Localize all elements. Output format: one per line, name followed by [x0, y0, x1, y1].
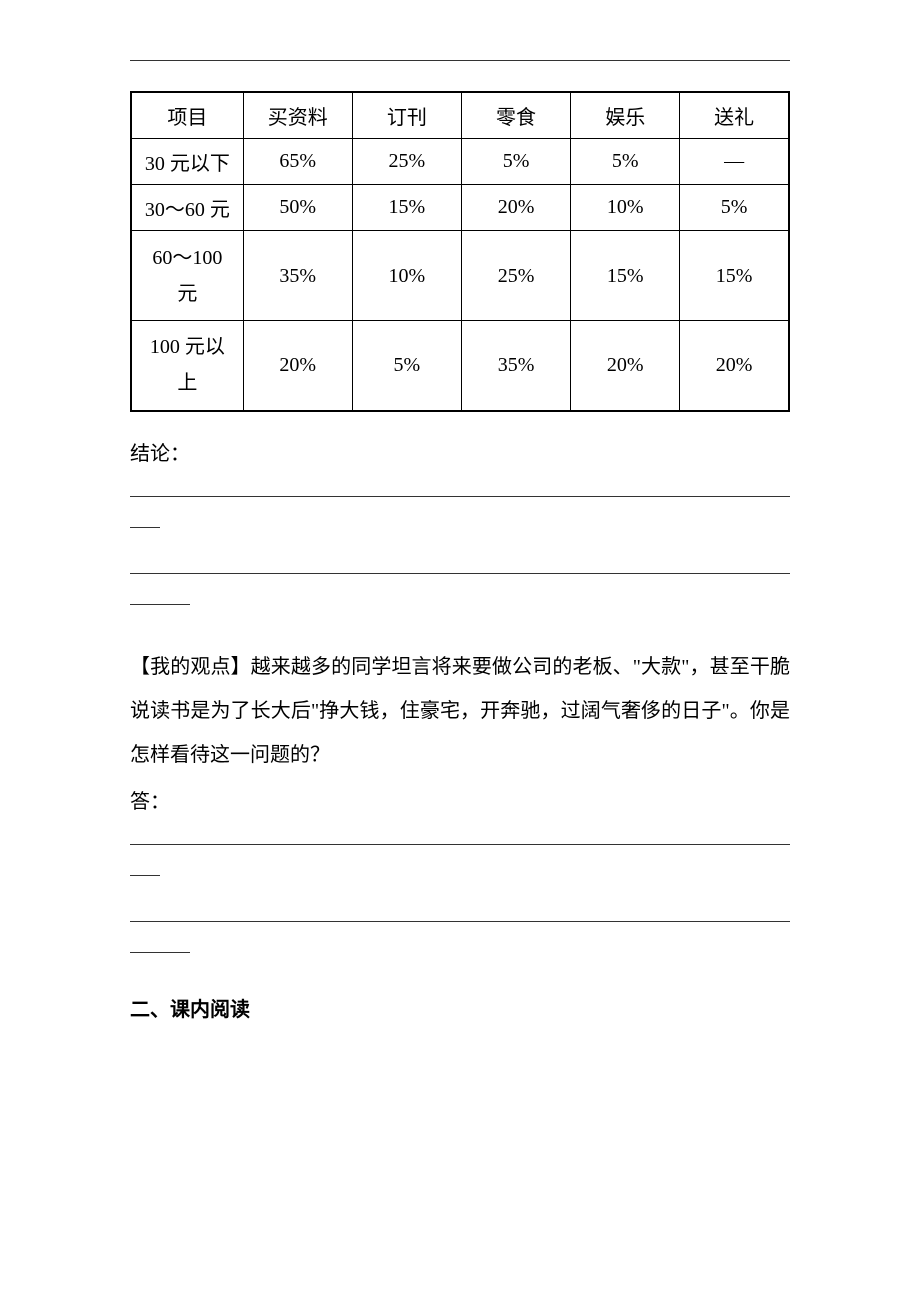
blank-line [130, 573, 790, 574]
data-cell: 5% [461, 139, 570, 185]
row-label: 60～100元 [131, 231, 243, 321]
header-cell: 订刊 [352, 92, 461, 139]
blank-line [130, 844, 790, 845]
data-cell: — [680, 139, 789, 185]
data-cell: 5% [680, 185, 789, 231]
table-row: 30 元以下65%25%5%5%— [131, 139, 789, 185]
header-cell: 送礼 [680, 92, 789, 139]
header-cell: 娱乐 [571, 92, 680, 139]
blank-line-continuation [130, 527, 160, 528]
data-cell: 20% [680, 321, 789, 411]
data-cell: 35% [461, 321, 570, 411]
data-cell: 10% [571, 185, 680, 231]
data-cell: 5% [571, 139, 680, 185]
section-heading: 二、课内阅读 [130, 993, 790, 1022]
data-cell: 5% [352, 321, 461, 411]
blank-line [130, 921, 790, 922]
header-cell: 零食 [461, 92, 570, 139]
data-cell: 25% [352, 139, 461, 185]
data-cell: 20% [571, 321, 680, 411]
data-cell: 65% [243, 139, 352, 185]
conclusion-label: 结论： [130, 437, 790, 466]
data-cell: 15% [571, 231, 680, 321]
blank-line-continuation [130, 952, 190, 953]
survey-table: 项目 买资料 订刊 零食 娱乐 送礼 30 元以下65%25%5%5%—30～6… [130, 91, 790, 412]
data-cell: 50% [243, 185, 352, 231]
opinion-paragraph: 【我的观点】越来越多的同学坦言将来要做公司的老板、"大款"，甚至干脆说读书是为了… [130, 645, 790, 777]
row-label: 30 元以下 [131, 139, 243, 185]
data-cell: 25% [461, 231, 570, 321]
data-cell: 15% [680, 231, 789, 321]
table-row: 30～60 元50%15%20%10%5% [131, 185, 789, 231]
data-cell: 10% [352, 231, 461, 321]
header-cell: 项目 [131, 92, 243, 139]
answer-label: 答： [130, 785, 790, 814]
header-cell: 买资料 [243, 92, 352, 139]
table-row: 60～100元35%10%25%15%15% [131, 231, 789, 321]
table-body: 30 元以下65%25%5%5%—30～60 元50%15%20%10%5%60… [131, 139, 789, 411]
blank-line [130, 496, 790, 497]
row-label: 100 元以上 [131, 321, 243, 411]
table-row: 100 元以上20%5%35%20%20% [131, 321, 789, 411]
opinion-heading: 【我的观点】 [130, 656, 251, 678]
data-cell: 20% [243, 321, 352, 411]
data-cell: 15% [352, 185, 461, 231]
data-cell: 20% [461, 185, 570, 231]
top-underline [130, 60, 790, 61]
blank-line-continuation [130, 604, 190, 605]
data-cell: 35% [243, 231, 352, 321]
blank-line-continuation [130, 875, 160, 876]
table-header-row: 项目 买资料 订刊 零食 娱乐 送礼 [131, 92, 789, 139]
row-label: 30～60 元 [131, 185, 243, 231]
